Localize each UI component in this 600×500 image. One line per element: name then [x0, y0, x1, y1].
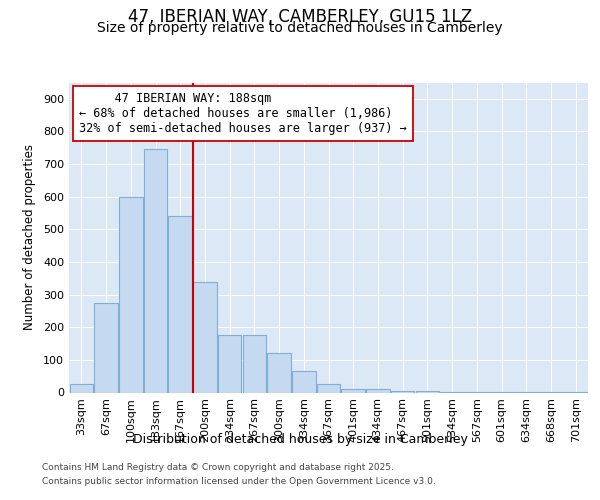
Bar [341, 389, 365, 392]
Bar [366, 389, 389, 392]
Text: 47 IBERIAN WAY: 188sqm
← 68% of detached houses are smaller (1,986)
32% of semi-: 47 IBERIAN WAY: 188sqm ← 68% of detached… [79, 92, 407, 135]
Bar [193, 282, 217, 393]
Bar [391, 391, 415, 392]
Text: Contains public sector information licensed under the Open Government Licence v3: Contains public sector information licen… [42, 477, 436, 486]
Text: Distribution of detached houses by size in Camberley: Distribution of detached houses by size … [133, 432, 467, 446]
Bar [317, 384, 340, 392]
Bar [416, 391, 439, 392]
Bar [119, 196, 143, 392]
Text: Size of property relative to detached houses in Camberley: Size of property relative to detached ho… [97, 21, 503, 35]
Y-axis label: Number of detached properties: Number of detached properties [23, 144, 36, 330]
Text: 47, IBERIAN WAY, CAMBERLEY, GU15 1LZ: 47, IBERIAN WAY, CAMBERLEY, GU15 1LZ [128, 8, 472, 26]
Bar [268, 354, 291, 393]
Bar [70, 384, 93, 392]
Bar [218, 336, 241, 392]
Bar [144, 150, 167, 392]
Bar [292, 372, 316, 392]
Bar [94, 303, 118, 392]
Text: Contains HM Land Registry data © Crown copyright and database right 2025.: Contains HM Land Registry data © Crown c… [42, 464, 394, 472]
Bar [242, 336, 266, 392]
Bar [169, 216, 192, 392]
